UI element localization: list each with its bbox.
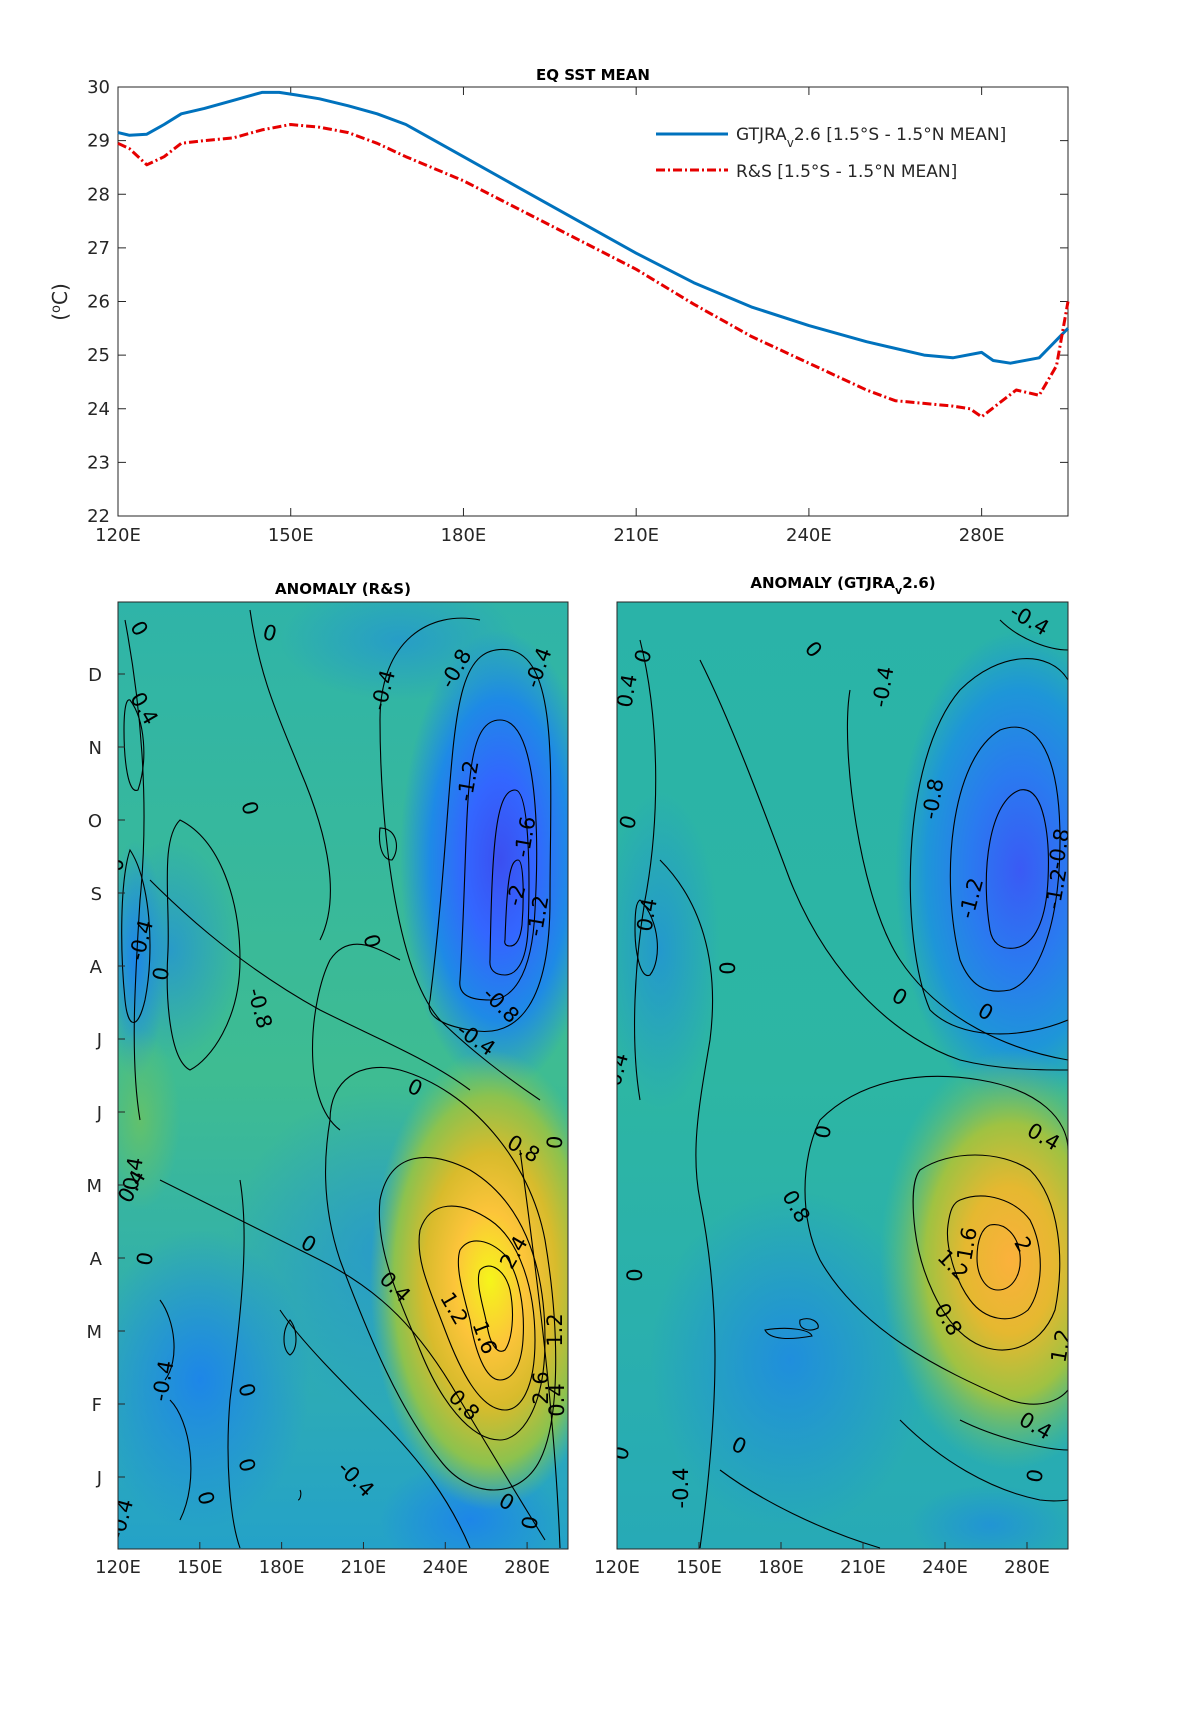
contour-label: 2.6 [529, 1371, 553, 1404]
contour-label: 0 [615, 813, 642, 832]
x-tick-label: 180E [441, 525, 487, 546]
y-tick-label: S [91, 884, 102, 905]
heatmap-gtjra-contours [634, 619, 1068, 1549]
contour-label: 0 [233, 1381, 260, 1400]
contour-label: 0 [810, 1123, 836, 1140]
line-chart-panel: EQ SST MEAN 120E 150E 180E 210E 240E 280E 22 23… [48, 66, 1070, 546]
x-tick-label: 120E [95, 525, 141, 546]
contour-label: 0 [623, 1268, 647, 1281]
x-tick-label: 120E [594, 1557, 640, 1578]
heatmap-rs-title: ANOMALY (R&S) [275, 580, 411, 598]
contour-label: 0 [132, 1250, 158, 1267]
contour-label: 0.4 [118, 1155, 147, 1192]
line-chart-ticks: 120E 150E 180E 210E 240E 280E 22 23 24 25 26 27 28 29… [87, 77, 1068, 546]
x-tick-label: 120E [95, 1557, 141, 1578]
contour-label: 1.2 [1046, 1327, 1075, 1364]
series-line-gtjra [117, 90, 1070, 365]
x-tick-label: 210E [341, 1557, 387, 1578]
x-tick-label: 240E [422, 1557, 468, 1578]
x-tick-label: 150E [268, 525, 314, 546]
y-tick-label: 28 [87, 184, 110, 205]
contour-label: 0 [192, 1489, 219, 1508]
y-tick-label: D [88, 665, 102, 686]
x-tick-label: 280E [959, 525, 1005, 546]
line-chart-ylabel: (oC) [48, 283, 72, 321]
contour-label: -0.4 [669, 1468, 693, 1509]
y-tick-label: J [96, 1103, 102, 1124]
y-tick-label: N [89, 738, 102, 759]
contour-label: 0.4 [632, 896, 661, 933]
contour-label: 1.2 [543, 1313, 567, 1346]
heatmap-gtjra-field: -0.40.40 0-0.40-0.8-0.80.40-1.2 -1.200-0.4… [615, 602, 1075, 1549]
y-tick-label: M [86, 1176, 102, 1197]
y-tick-label: 26 [87, 292, 110, 313]
line-chart-title: EQ SST MEAN [536, 66, 650, 84]
y-tick-label: A [90, 1249, 103, 1270]
x-tick-label: 150E [676, 1557, 722, 1578]
contour-label: 0 [260, 620, 279, 647]
line-chart-axes-box [117, 86, 1069, 517]
contour-label: 0 [358, 932, 385, 951]
heatmap-gtjra-ticks: 120E 150E 180E 210E 240E 280E [594, 1542, 1050, 1578]
y-tick-label: 24 [87, 399, 110, 420]
heatmap-gtjra-axes-box [616, 601, 1069, 1550]
x-tick-label: 150E [177, 1557, 223, 1578]
heatmap-rs-field: 0 00.4 -0.4 -0.8 -0.40-1.2-1.60-20-1.2-0.40-… [104, 602, 569, 1549]
x-tick-label: 280E [504, 1557, 550, 1578]
contour-label: 0 [233, 1456, 260, 1475]
contour-label: 0 [542, 1135, 567, 1150]
y-tick-label: 27 [87, 238, 110, 259]
series-line-rs [117, 123, 1070, 419]
heatmap-rs-ticks: 120E 150E 180E 210E 240E 280E D N O S A J J M A M F J [86, 665, 549, 1578]
y-tick-label: 25 [87, 345, 110, 366]
y-tick-label: F [92, 1395, 102, 1416]
heatmap-rs-panel: ANOMALY (R&S) [86, 580, 569, 1578]
x-tick-label: 280E [1004, 1557, 1050, 1578]
contour-label: 0 [716, 961, 740, 974]
y-tick-label: 23 [87, 452, 110, 473]
heatmap-gtjra-title: ANOMALY (GTJRAv2.6) [750, 574, 935, 597]
heatmap-rs-axes-box [117, 601, 569, 1550]
y-tick-label: 22 [87, 506, 110, 527]
contour-label: 0 [148, 965, 174, 982]
y-tick-label: 29 [87, 131, 110, 152]
x-tick-label: 180E [259, 1557, 305, 1578]
x-tick-label: 210E [840, 1557, 886, 1578]
contour-label: 0 [1022, 1467, 1048, 1484]
y-tick-label: A [90, 957, 103, 978]
contour-label: 0.4 [545, 1383, 569, 1416]
contour-label: 1.6 [952, 1225, 981, 1262]
heatmap-gtjra-panel: ANOMALY (GTJRAv2.6) [594, 574, 1075, 1578]
legend: GTJRAv2.6 [1.5°S - 1.5°N MEAN] R&S [1.5°… [656, 125, 1006, 182]
y-tick-label: 30 [87, 77, 110, 98]
contour-label: 0 [104, 858, 128, 871]
legend-label-rs: R&S [1.5°S - 1.5°N MEAN] [736, 162, 957, 182]
legend-label-gtjra: GTJRAv2.6 [1.5°S - 1.5°N MEAN] [736, 125, 1006, 150]
x-tick-label: 180E [758, 1557, 804, 1578]
contour-label: 0 [517, 1514, 543, 1531]
y-tick-label: M [86, 1322, 102, 1343]
x-tick-label: 240E [786, 525, 832, 546]
y-tick-label: J [96, 1468, 102, 1489]
y-tick-label: J [96, 1030, 102, 1051]
heatmap-rs-contours [121, 609, 561, 1549]
x-tick-label: 240E [922, 1557, 968, 1578]
contour-label: 0 [630, 647, 657, 666]
contour-label: 0 [236, 799, 263, 818]
x-tick-label: 210E [613, 525, 659, 546]
y-tick-label: O [88, 811, 102, 832]
line-chart-series [117, 90, 1070, 419]
